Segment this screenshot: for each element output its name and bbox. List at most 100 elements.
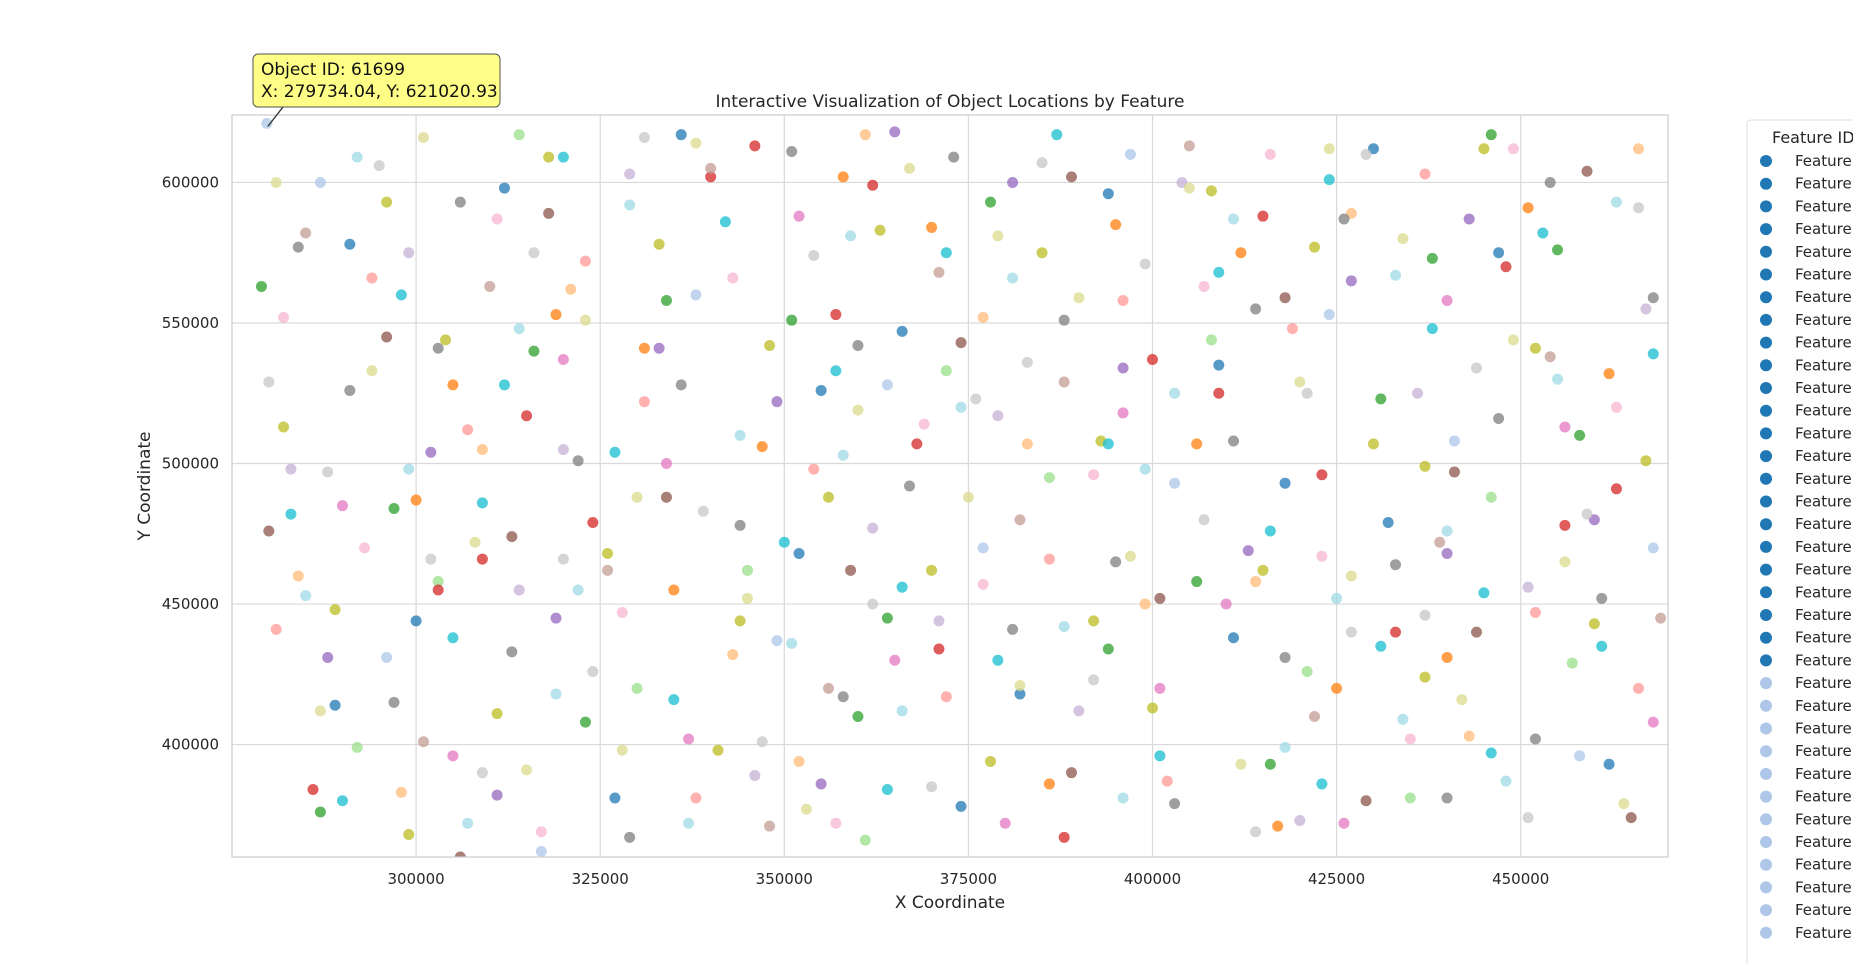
data-point[interactable] — [307, 784, 319, 796]
data-point[interactable] — [1596, 592, 1608, 604]
legend-item[interactable]: Feature — [1760, 470, 1852, 488]
data-point[interactable] — [1448, 435, 1460, 447]
data-point[interactable] — [1596, 640, 1608, 652]
data-point[interactable] — [1426, 252, 1438, 264]
data-point[interactable] — [756, 736, 768, 748]
data-point[interactable] — [1102, 643, 1114, 655]
data-point[interactable] — [808, 250, 820, 262]
data-point[interactable] — [1007, 272, 1019, 284]
data-point[interactable] — [1036, 157, 1048, 169]
data-point[interactable] — [815, 778, 827, 790]
data-point[interactable] — [616, 744, 628, 756]
data-point[interactable] — [955, 337, 967, 349]
data-point[interactable] — [1647, 542, 1659, 554]
legend-item[interactable]: Feature — [1760, 856, 1852, 874]
data-point[interactable] — [690, 289, 702, 301]
data-point[interactable] — [491, 789, 503, 801]
data-point[interactable] — [1507, 334, 1519, 346]
data-point[interactable] — [1036, 247, 1048, 259]
data-point[interactable] — [1183, 140, 1195, 152]
legend-item[interactable]: Feature — [1760, 583, 1852, 601]
data-point[interactable] — [432, 584, 444, 596]
data-point[interactable] — [933, 266, 945, 278]
data-point[interactable] — [1088, 615, 1100, 627]
data-point[interactable] — [1058, 376, 1070, 388]
data-point[interactable] — [741, 592, 753, 604]
data-point[interactable] — [734, 429, 746, 441]
data-point[interactable] — [1117, 362, 1129, 374]
data-point[interactable] — [852, 339, 864, 351]
data-point[interactable] — [1117, 407, 1129, 419]
data-point[interactable] — [985, 755, 997, 767]
data-point[interactable] — [1110, 219, 1122, 231]
data-point[interactable] — [1412, 387, 1424, 399]
data-point[interactable] — [1264, 758, 1276, 770]
data-point[interactable] — [1228, 213, 1240, 225]
data-point[interactable] — [300, 227, 312, 239]
legend-item[interactable]: Feature — [1760, 538, 1852, 556]
legend-items[interactable]: Feature Feature Feature Feature Feature Featu… — [1760, 152, 1852, 942]
data-point[interactable] — [1493, 413, 1505, 425]
data-point[interactable] — [506, 531, 518, 543]
data-point[interactable] — [1264, 525, 1276, 537]
legend-item[interactable]: Feature — [1760, 765, 1852, 783]
data-point[interactable] — [837, 171, 849, 183]
data-point[interactable] — [638, 396, 650, 408]
data-point[interactable] — [1360, 148, 1372, 160]
data-point[interactable] — [933, 615, 945, 627]
data-point[interactable] — [1419, 671, 1431, 683]
data-point[interactable] — [1139, 258, 1151, 270]
data-point[interactable] — [1213, 359, 1225, 371]
data-point[interactable] — [926, 781, 938, 793]
data-point[interactable] — [1338, 817, 1350, 829]
legend-item[interactable]: Feature — [1760, 629, 1852, 647]
legend-item[interactable]: Feature — [1760, 493, 1852, 511]
data-point[interactable] — [351, 741, 363, 753]
data-point[interactable] — [660, 491, 672, 503]
data-point[interactable] — [1522, 202, 1534, 214]
data-point[interactable] — [1507, 143, 1519, 155]
data-point[interactable] — [1478, 587, 1490, 599]
data-point[interactable] — [410, 615, 422, 627]
data-point[interactable] — [1066, 767, 1078, 779]
data-point[interactable] — [668, 694, 680, 706]
data-point[interactable] — [476, 443, 488, 455]
data-point[interactable] — [1441, 525, 1453, 537]
data-point[interactable] — [1169, 798, 1181, 810]
data-point[interactable] — [808, 463, 820, 475]
data-point[interactable] — [587, 666, 599, 677]
data-point[interactable] — [1647, 348, 1659, 360]
data-point[interactable] — [572, 455, 584, 467]
data-point[interactable] — [940, 365, 952, 377]
data-point[interactable] — [896, 705, 908, 717]
data-point[interactable] — [1544, 176, 1556, 188]
data-point[interactable] — [1581, 508, 1593, 520]
data-point[interactable] — [734, 615, 746, 627]
data-point[interactable] — [881, 784, 893, 796]
data-point[interactable] — [602, 564, 614, 576]
data-point[interactable] — [1154, 592, 1166, 604]
data-point[interactable] — [1485, 747, 1497, 759]
data-point[interactable] — [476, 497, 488, 509]
data-point[interactable] — [351, 151, 363, 163]
data-point[interactable] — [344, 384, 356, 396]
data-point[interactable] — [1478, 143, 1490, 155]
data-point[interactable] — [1250, 826, 1262, 838]
data-point[interactable] — [1331, 682, 1343, 694]
data-point[interactable] — [1316, 550, 1328, 562]
data-point[interactable] — [1205, 185, 1217, 197]
data-point[interactable] — [1102, 188, 1114, 200]
data-point[interactable] — [344, 238, 356, 250]
data-point[interactable] — [557, 553, 569, 565]
data-point[interactable] — [1345, 570, 1357, 582]
legend-item[interactable]: Feature — [1760, 651, 1852, 669]
data-point[interactable] — [447, 750, 459, 762]
data-point[interactable] — [1655, 612, 1667, 624]
data-point[interactable] — [1367, 438, 1379, 450]
data-point[interactable] — [793, 210, 805, 222]
legend-item[interactable]: Feature — [1760, 334, 1852, 352]
data-point[interactable] — [1051, 129, 1063, 141]
data-point[interactable] — [837, 691, 849, 703]
legend-item[interactable]: Feature — [1760, 720, 1852, 738]
data-point[interactable] — [425, 553, 437, 565]
